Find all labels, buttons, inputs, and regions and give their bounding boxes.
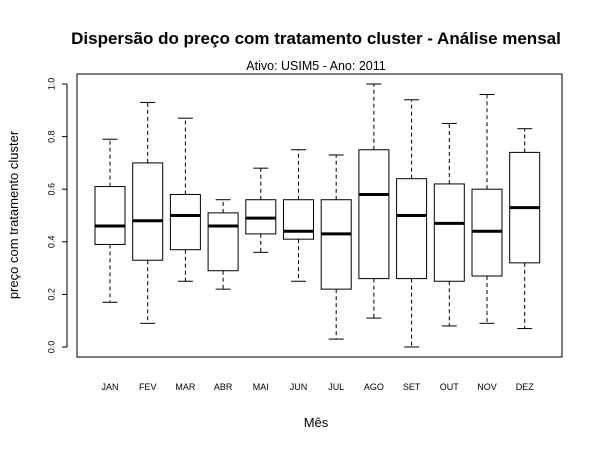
x-tick-label: FEV [139, 382, 157, 392]
box-jul [320, 154, 352, 340]
box-dez [509, 128, 541, 330]
box-iqr [94, 186, 126, 245]
y-tick-label: 0.2 [46, 288, 56, 301]
box-mar [169, 117, 201, 282]
box-iqr [320, 199, 352, 290]
y-axis: 0.0 0.2 0.4 0.6 0.8 1.0 [46, 78, 68, 354]
box-fev [132, 101, 164, 324]
y-tick-label: 0.8 [46, 130, 56, 143]
chart-subtitle: Ativo: USIM5 - Ano: 2011 [246, 59, 385, 73]
x-tick-label: JUN [290, 382, 308, 392]
x-tick-label: JUL [328, 382, 344, 392]
box-ago [358, 83, 390, 319]
box-mai [245, 167, 277, 253]
chart-title: Dispersão do preço com tratamento cluste… [71, 29, 561, 48]
x-tick-label: JAN [101, 382, 118, 392]
x-tick-label: OUT [440, 382, 460, 392]
box-iqr [433, 183, 465, 282]
box-nov [471, 94, 503, 324]
x-tick-label: NOV [477, 382, 497, 392]
x-tick-label: DEZ [516, 382, 535, 392]
x-axis-labels: JAN FEV MAR ABR MAI JUN JUL AGO SET OUT NOV DEZ [101, 382, 534, 392]
box-out [433, 122, 465, 327]
y-tick-label: 1.0 [46, 78, 56, 91]
box-jan [94, 138, 126, 303]
box-jun [283, 149, 314, 282]
box-iqr [396, 178, 428, 280]
y-tick-label: 0.4 [46, 236, 56, 249]
x-tick-label: MAR [175, 382, 196, 392]
box-iqr [283, 199, 314, 240]
y-axis-label: preço com tratamento cluster [6, 130, 21, 299]
box-iqr [358, 149, 390, 280]
box-series [94, 83, 541, 348]
x-tick-label: ABR [214, 382, 233, 392]
y-tick-label: 0.6 [46, 183, 56, 196]
box-iqr [207, 212, 239, 272]
box-iqr [132, 162, 164, 261]
x-axis-label: Mês [304, 415, 329, 430]
box-iqr [169, 193, 201, 251]
x-tick-label: AGO [364, 382, 384, 392]
box-abr [207, 199, 239, 290]
x-tick-label: MAI [253, 382, 269, 392]
plot-frame [76, 73, 563, 358]
box-set [396, 99, 428, 348]
x-tick-label: SET [403, 382, 421, 392]
y-tick-label: 0.0 [46, 341, 56, 354]
